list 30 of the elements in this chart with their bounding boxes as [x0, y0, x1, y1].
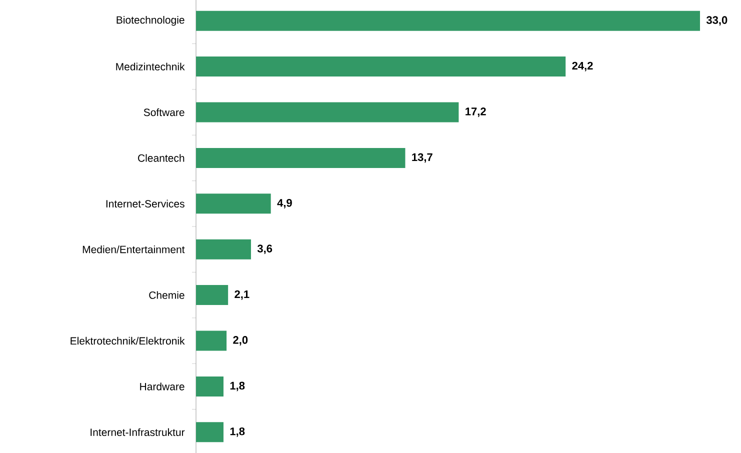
data-label: 13,7	[412, 153, 432, 163]
bar	[196, 239, 251, 260]
y-tick-label: Hardware	[140, 382, 184, 390]
y-tick-label: Medizintechnik	[116, 62, 185, 70]
bar	[196, 376, 224, 396]
y-tick-label: Internet-Services	[106, 200, 184, 208]
y-tick-label: Biotechnologie	[116, 16, 184, 26]
data-label: 4,9	[277, 198, 292, 208]
y-tick-label: Internet-Infrastruktur	[90, 428, 185, 436]
y-tick-label: Cleantech	[138, 154, 184, 162]
y-tick-label: Software	[144, 108, 184, 116]
bar	[196, 194, 271, 214]
bar	[196, 10, 700, 31]
data-label: 1,8	[230, 427, 245, 437]
data-label: 2,1	[234, 290, 250, 300]
data-label: 17,2	[466, 108, 486, 117]
y-tick-label: Elektrotechnik/Elektronik	[70, 336, 185, 345]
data-label: 24,2	[572, 62, 593, 72]
bar	[196, 422, 224, 442]
bar	[196, 330, 227, 351]
data-label: 33,0	[706, 16, 728, 26]
y-tick-label: Chemie	[149, 291, 184, 299]
bar	[196, 102, 459, 122]
data-label: 1,8	[230, 382, 245, 392]
bar	[196, 285, 228, 306]
data-label: 2,0	[233, 336, 248, 346]
bar	[196, 56, 566, 77]
bar	[196, 148, 406, 168]
data-label: 3,6	[257, 244, 272, 254]
y-tick-label: Medien/Entertainment	[82, 246, 185, 254]
